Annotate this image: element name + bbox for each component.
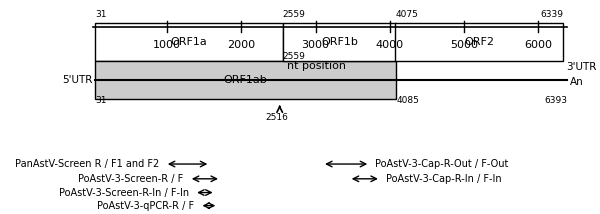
Text: nt position: nt position xyxy=(287,61,346,71)
Text: 2516: 2516 xyxy=(266,113,289,122)
Text: ORF1a: ORF1a xyxy=(170,37,208,46)
Text: 6393: 6393 xyxy=(544,96,568,105)
FancyBboxPatch shape xyxy=(395,22,563,61)
FancyBboxPatch shape xyxy=(95,61,396,99)
FancyBboxPatch shape xyxy=(283,22,396,61)
Text: 4000: 4000 xyxy=(376,40,404,51)
Text: PanAstV-Screen R / F1 and F2: PanAstV-Screen R / F1 and F2 xyxy=(16,159,160,169)
Text: 6339: 6339 xyxy=(541,10,563,19)
Text: 2000: 2000 xyxy=(227,40,256,51)
Text: An: An xyxy=(570,77,584,87)
Text: PoAstV-3-Cap-R-In / F-In: PoAstV-3-Cap-R-In / F-In xyxy=(386,174,502,184)
Text: ORF1b: ORF1b xyxy=(321,37,358,46)
Text: 5000: 5000 xyxy=(450,40,478,51)
Text: 4085: 4085 xyxy=(396,96,419,105)
Text: 1000: 1000 xyxy=(153,40,181,51)
Text: ORF2: ORF2 xyxy=(464,37,494,46)
Text: PoAstV-3-Screen-R / F: PoAstV-3-Screen-R / F xyxy=(79,174,184,184)
Text: 4075: 4075 xyxy=(395,10,418,19)
Text: ORF1ab: ORF1ab xyxy=(224,74,268,85)
Text: 3000: 3000 xyxy=(302,40,329,51)
Text: PoAstV-3-Cap-R-Out / F-Out: PoAstV-3-Cap-R-Out / F-Out xyxy=(376,159,509,169)
Text: 3'UTR: 3'UTR xyxy=(566,62,596,72)
Text: 5'UTR: 5'UTR xyxy=(62,74,92,85)
Text: PoAstV-3-qPCR-R / F: PoAstV-3-qPCR-R / F xyxy=(97,201,194,211)
Text: 31: 31 xyxy=(95,96,107,105)
Text: 6000: 6000 xyxy=(524,40,552,51)
FancyBboxPatch shape xyxy=(95,22,283,61)
Text: 31: 31 xyxy=(95,10,107,19)
Text: 2559: 2559 xyxy=(283,10,306,19)
Text: 2559: 2559 xyxy=(283,52,306,61)
Text: PoAstV-3-Screen-R-In / F-In: PoAstV-3-Screen-R-In / F-In xyxy=(59,187,189,198)
